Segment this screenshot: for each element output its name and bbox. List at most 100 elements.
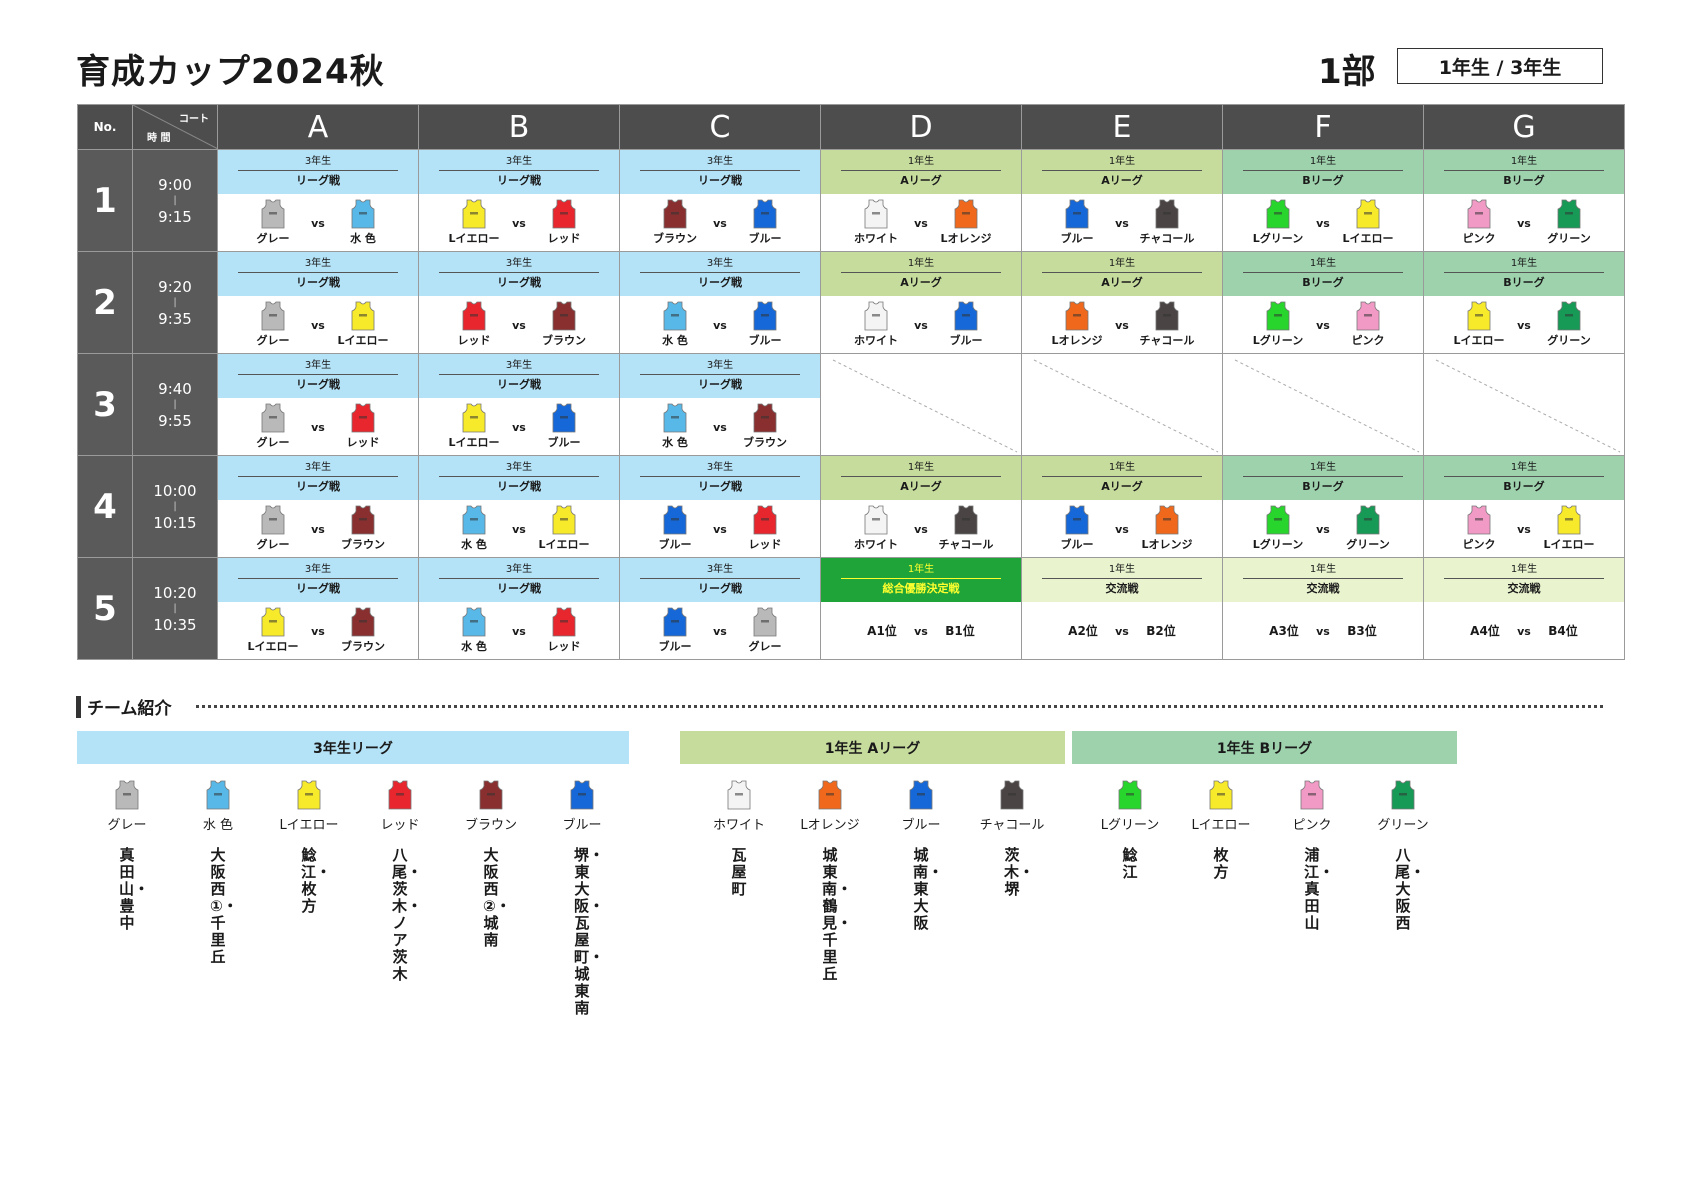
match-time: 9:00 | 9:15 — [132, 149, 218, 252]
bib-icon — [864, 199, 888, 229]
team-name: ホワイト — [854, 232, 898, 245]
team-name: ブルー — [547, 436, 581, 449]
team-name: レッド — [547, 640, 581, 653]
match-header: 3年生 リーグ戦 — [218, 456, 418, 500]
no-match-slash — [1234, 359, 1420, 453]
team-home: ホワイト — [841, 505, 911, 552]
match-cell: 3年生 リーグ戦 ブラウン vs ブルー — [619, 149, 821, 252]
match-kind: Aリーグ — [900, 480, 942, 493]
league-band: 1年生 Aリーグ — [680, 731, 1065, 764]
match-time: 9:40 | 9:55 — [132, 353, 218, 456]
match-body: A4位 vs B4位 — [1424, 602, 1624, 659]
match-grade: 3年生 — [640, 563, 800, 579]
match-grade: 1年生 — [841, 155, 1001, 171]
team-home: 水 色 — [439, 505, 509, 552]
bib-icon — [479, 780, 503, 810]
team-intro-item: 水 色大阪西①・千里丘 — [173, 780, 263, 966]
vs-label: vs — [1316, 319, 1330, 332]
team-home: 水 色 — [640, 403, 710, 450]
team-intro-schools: 八尾・茨木・ノア茨木 — [392, 846, 423, 983]
match-kind: リーグ戦 — [296, 480, 340, 493]
match-header: 3年生 リーグ戦 — [620, 456, 820, 500]
grades-box: 1年生 / 3年生 — [1397, 48, 1603, 84]
team-name: Lイエロー — [448, 436, 500, 449]
match-header: 1年生 交流戦 — [1424, 558, 1624, 602]
match-header: 1年生 Aリーグ — [821, 150, 1021, 194]
team-intro-name: レッド — [380, 818, 420, 833]
match-cell: 3年生 リーグ戦 グレー vs レッド — [217, 353, 419, 456]
bib-icon — [261, 505, 285, 535]
team-away: グリーン — [1534, 199, 1604, 246]
rank-away: B2位 — [1146, 624, 1176, 638]
vs-label: vs — [1517, 319, 1531, 332]
bib-icon — [1557, 505, 1581, 535]
team-name: レッド — [547, 232, 581, 245]
match-cell: 3年生 リーグ戦 ブルー vs レッド — [619, 455, 821, 558]
match-grade: 1年生 — [1444, 155, 1604, 171]
team-home: グレー — [238, 301, 308, 348]
team-intro-item: Lグリーン 鯰江 — [1085, 780, 1175, 881]
match-kind: Bリーグ — [1503, 174, 1545, 187]
bib-icon — [864, 301, 888, 331]
team-name: 水 色 — [461, 640, 487, 653]
team-name: ピンク — [1462, 538, 1496, 551]
vs-label: vs — [713, 217, 727, 230]
team-name: グリーン — [1547, 334, 1591, 347]
vs-label: vs — [1316, 217, 1330, 230]
vs-label: vs — [1115, 319, 1129, 332]
team-home: グレー — [238, 403, 308, 450]
team-away: ブルー — [730, 199, 800, 246]
match-kind: リーグ戦 — [497, 174, 541, 187]
bib-icon — [663, 505, 687, 535]
team-name: Lグリーン — [1252, 538, 1304, 551]
match-number: 4 — [77, 455, 133, 558]
bib-icon — [1300, 780, 1324, 810]
bib-icon — [1467, 199, 1491, 229]
match-time: 9:20 | 9:35 — [132, 251, 218, 354]
vs-label: vs — [713, 421, 727, 434]
match-grade: 1年生 — [841, 563, 1001, 579]
team-away: レッド — [730, 505, 800, 552]
team-intro-item: Lイエロー 鯰江・枚方 — [264, 780, 354, 915]
match-header: 1年生 Aリーグ — [821, 456, 1021, 500]
court-header-c: C — [619, 104, 821, 150]
match-kind: Bリーグ — [1302, 276, 1344, 289]
team-intro-name: Lオレンジ — [800, 818, 860, 833]
match-time: 10:00 | 10:15 — [132, 455, 218, 558]
match-header: 1年生 Aリーグ — [1022, 252, 1222, 296]
empty-slot — [1222, 353, 1424, 456]
team-away: ブルー — [529, 403, 599, 450]
match-header: 3年生 リーグ戦 — [419, 252, 619, 296]
rank-home: A3位 — [1269, 624, 1299, 638]
team-name: ブルー — [748, 334, 782, 347]
court-header-f: F — [1222, 104, 1424, 150]
team-home: ブルー — [1042, 199, 1112, 246]
empty-slot — [820, 353, 1022, 456]
vs-label: vs — [914, 217, 928, 230]
match-cell: 1年生 Aリーグ ホワイト vs Lオレンジ — [820, 149, 1022, 252]
bib-icon — [663, 199, 687, 229]
match-kind: 交流戦 — [1105, 582, 1139, 595]
match-body: ホワイト vs チャコール — [821, 500, 1021, 557]
schedule-row: 2 9:20 | 9:35 3年生 リーグ戦 グレー vs Lイエロー 3年生 リーグ戦 レッド vs ブ… — [77, 251, 1625, 354]
match-header: 3年生 リーグ戦 — [620, 354, 820, 398]
bib-icon — [351, 607, 375, 637]
bib-icon — [297, 780, 321, 810]
bib-icon — [1557, 301, 1581, 331]
bib-icon — [552, 199, 576, 229]
match-number: 5 — [77, 557, 133, 660]
team-away: Lイエロー — [328, 301, 398, 348]
vs-label: vs — [512, 523, 526, 536]
match-body: 水 色 vs レッド — [419, 602, 619, 659]
team-away: レッド — [328, 403, 398, 450]
team-name: ブラウン — [653, 232, 697, 245]
team-home: ブラウン — [640, 199, 710, 246]
team-home: Lイエロー — [439, 403, 509, 450]
team-intro-item: ブラウン 大阪西②・城南 — [446, 780, 536, 949]
match-header: 3年生 リーグ戦 — [218, 354, 418, 398]
team-name: Lオレンジ — [1051, 334, 1103, 347]
match-header: 3年生 リーグ戦 — [218, 252, 418, 296]
match-body: グレー vs Lイエロー — [218, 296, 418, 353]
team-name: Lイエロー — [247, 640, 299, 653]
end-time: 9:35 — [158, 309, 192, 328]
